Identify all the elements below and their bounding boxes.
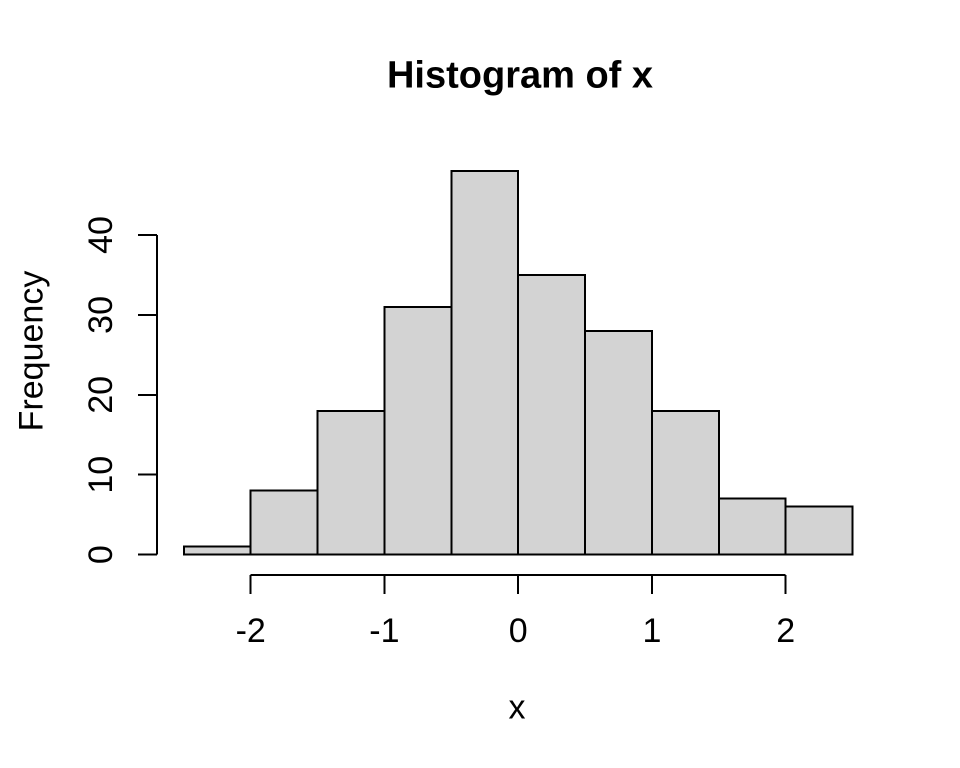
histogram-bar (182, 545, 252, 556)
x-tick-label: -1 (369, 612, 399, 650)
histogram-bar (316, 409, 386, 556)
histogram-bar (383, 305, 453, 556)
histogram-bar (717, 497, 787, 556)
x-tick-label: 1 (643, 612, 662, 650)
y-tick-label: 0 (82, 545, 120, 564)
y-tick-label: 20 (82, 376, 120, 414)
histogram-bar (784, 505, 854, 556)
histogram-bar (249, 489, 319, 556)
histogram-bar (651, 409, 720, 556)
y-tick-label: 30 (82, 296, 120, 334)
x-axis-title: x (508, 688, 526, 727)
x-tick-label: 0 (509, 612, 528, 650)
chart-title: Histogram of x (386, 54, 654, 97)
histogram-bar (450, 170, 520, 556)
y-tick-label: 10 (82, 456, 120, 494)
y-tick-label: 40 (82, 216, 120, 254)
x-tick-label: 2 (776, 612, 795, 650)
histogram-bar (517, 273, 587, 556)
x-tick-label: -2 (236, 612, 266, 650)
histogram-bar (584, 329, 653, 556)
